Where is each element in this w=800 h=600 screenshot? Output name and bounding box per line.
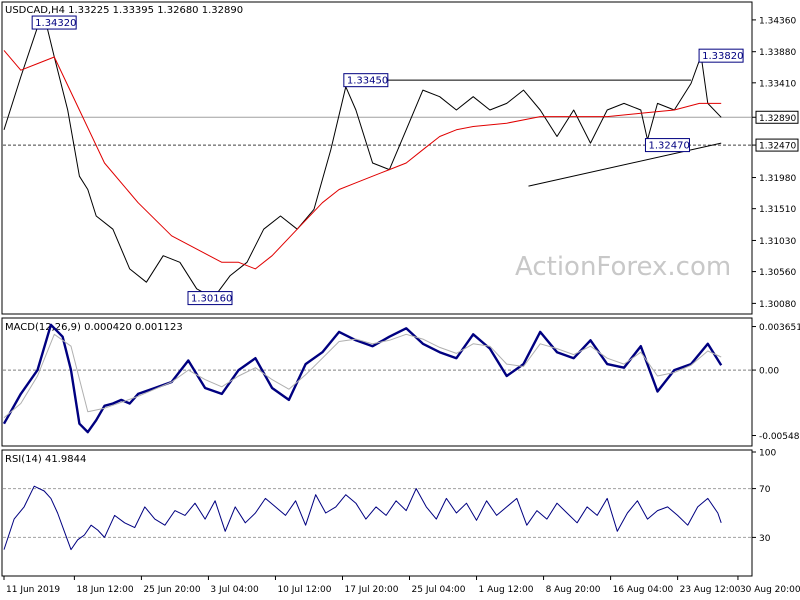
y-tick-label: 1.32470 — [759, 142, 796, 152]
macd-panel-title: MACD(12,26,9) 0.000420 0.001123 — [5, 322, 183, 333]
macd-series-0 — [2, 323, 723, 434]
x-tick-label: 16 Aug 04:00 — [613, 585, 674, 595]
y-tick-label: 1.30080 — [759, 300, 796, 310]
x-tick-label: 30 Aug 20:00 — [740, 585, 800, 595]
price-annotation-box — [343, 73, 389, 88]
price-series-0 — [3, 22, 722, 299]
rsi-panel-title: RSI(14) 41.9844 — [5, 454, 86, 465]
rsi-series-0 — [3, 485, 722, 551]
price-panel-frame — [1, 1, 753, 315]
y-tick-label: 1.31030 — [759, 237, 796, 247]
x-tick-label: 8 Aug 20:00 — [546, 585, 601, 595]
price-annotation-box — [698, 48, 744, 63]
price-annotation-label: 1.34320 — [35, 18, 76, 29]
macd-layer: 0.003651 0.00 -0.005489 — [2, 323, 800, 442]
price-annotation-box — [31, 15, 77, 30]
price-annotation-label: 1.33450 — [347, 76, 388, 87]
y-tick-label: 1.30560 — [759, 268, 796, 278]
watermark: ActionForex.com — [515, 252, 731, 282]
y-tick-label: 1.31510 — [759, 205, 796, 215]
y-tick-label: 1.33410 — [759, 79, 796, 89]
macd-panel-frame — [1, 317, 753, 447]
x-tick-label: 25 Jun 20:00 — [143, 585, 200, 595]
y-tick-label: 1.33880 — [759, 48, 796, 58]
price-series-1 — [3, 50, 722, 270]
x-tick-label: 25 Jul 04:00 — [412, 585, 466, 595]
y-tick-label: 1.31980 — [759, 174, 796, 184]
x-tick-label: 3 Jul 04:00 — [210, 585, 259, 595]
x-tick-label: 11 Jun 2019 — [6, 585, 60, 595]
price-annotation-box — [187, 291, 233, 306]
x-axis: 11 Jun 2019 18 Jun 12:00 25 Jun 20:00 3 Jul… — [3, 576, 800, 595]
price-layer: 1.34360 1.33880 1.33410 1.32890 1.32470 1.319… — [3, 15, 799, 310]
rsi-panel-frame — [1, 449, 753, 577]
x-tick-label: 23 Aug 12:00 — [680, 585, 741, 595]
y-tick-label: 70 — [759, 485, 771, 495]
x-tick-label: 1 Aug 12:00 — [479, 585, 534, 595]
price-panel-title: USDCAD,H4 1.33225 1.33395 1.32680 1.3289… — [5, 5, 243, 16]
x-tick-label: 18 Jun 12:00 — [76, 585, 133, 595]
y-tick-label: 1.34360 — [759, 16, 796, 26]
price-annotation-label: 1.30160 — [191, 294, 232, 305]
y-tick-label: 0.00 — [759, 367, 779, 377]
x-tick-label: 10 Jul 12:00 — [277, 585, 331, 595]
y-tick-label: -0.005489 — [759, 432, 800, 442]
y-tick-label: 30 — [759, 534, 771, 544]
rsi-layer: 100 70 30 — [3, 449, 776, 551]
macd-series-1 — [3, 333, 722, 419]
y-tick-label: 0.003651 — [759, 323, 800, 333]
x-tick-label: 17 Jul 20:00 — [344, 585, 398, 595]
price-annotation-label: 1.32470 — [648, 141, 689, 152]
y-tick-label: 1.32890 — [759, 114, 796, 124]
y-tick-label: 100 — [759, 449, 776, 459]
price-annotation-label: 1.33820 — [702, 51, 743, 62]
price-annotation-box — [644, 138, 690, 153]
